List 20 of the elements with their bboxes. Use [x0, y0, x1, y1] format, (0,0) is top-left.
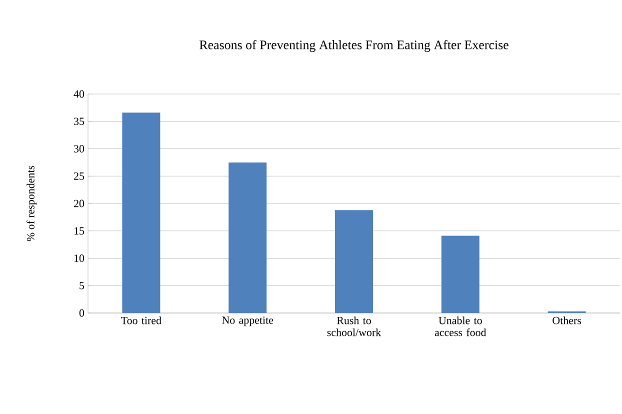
x-tick-label: Unable to access food: [434, 316, 486, 336]
y-tick-label: 30: [74, 145, 84, 152]
x-tick-label: Rush to school/work: [327, 316, 382, 336]
x-tick-label: Others: [552, 316, 582, 324]
bar: [228, 162, 267, 313]
bar: [335, 210, 374, 313]
bar: [441, 236, 480, 313]
y-tick-label: 10: [74, 254, 84, 262]
y-axis-title: % of respondents: [26, 166, 37, 242]
x-tick-label: No appetite: [222, 316, 274, 326]
chart-title: Reasons of Preventing Athletes From Eating After Exercise: [200, 40, 508, 52]
y-tick-label: 15: [74, 227, 84, 235]
y-tick-label: 5: [80, 282, 84, 290]
y-tick-label: 20: [74, 200, 84, 208]
y-tick-label: 25: [74, 172, 84, 180]
bar: [122, 112, 160, 313]
x-tick-label: Too tired: [121, 316, 162, 324]
y-tick-label: 40: [74, 90, 84, 98]
y-tick-label: 35: [74, 118, 84, 126]
y-tick-label: 0: [79, 309, 84, 317]
